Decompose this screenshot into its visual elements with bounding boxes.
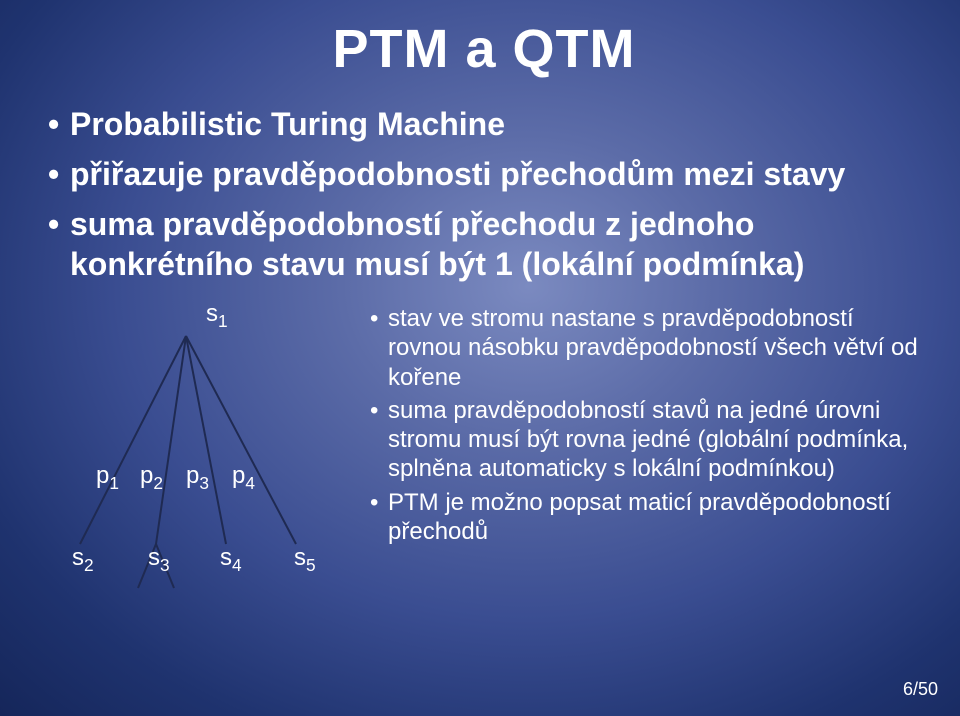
- bullet-dot: •: [48, 104, 70, 144]
- bullet-text: Probabilistic Turing Machine: [70, 104, 920, 144]
- bullet-item: • suma pravděpodobností přechodu z jedno…: [48, 204, 920, 284]
- tree-leaf-label: s3: [148, 544, 170, 576]
- slide: PTM a QTM • Probabilistic Turing Machine…: [0, 0, 960, 716]
- sub-bullet-text: stav ve stromu nastane s pravděpodobnost…: [388, 304, 920, 392]
- bullet-dot: •: [48, 154, 70, 194]
- tree-leaf-label: s5: [294, 544, 316, 576]
- tree-leaf-label: s2: [72, 544, 94, 576]
- tree-p-label: p1: [96, 462, 119, 494]
- main-bullet-list: • Probabilistic Turing Machine • přiřazu…: [48, 104, 920, 284]
- page-number: 6/50: [903, 679, 938, 700]
- bullet-item: • Probabilistic Turing Machine: [48, 104, 920, 144]
- sub-bullet-text: PTM je možno popsat maticí pravděpodobno…: [388, 488, 920, 547]
- sub-bullet-item: • PTM je možno popsat maticí pravděpodob…: [370, 488, 920, 547]
- sub-bullet-item: • stav ve stromu nastane s pravděpodobno…: [370, 304, 920, 392]
- sub-bullet-item: • suma pravděpodobností stavů na jedné ú…: [370, 396, 920, 484]
- tree-p-label: p3: [186, 462, 209, 494]
- sub-bullet-text: suma pravděpodobností stavů na jedné úro…: [388, 396, 920, 484]
- tree-p-label: p2: [140, 462, 163, 494]
- bullet-dot: •: [370, 304, 388, 392]
- bullet-dot: •: [48, 204, 70, 284]
- slide-title: PTM a QTM: [48, 18, 920, 80]
- tree-root-label: s1: [206, 300, 228, 332]
- bullet-text: suma pravděpodobností přechodu z jednoho…: [70, 204, 920, 284]
- tree-edge: [186, 336, 226, 544]
- sub-bullet-list: • stav ve stromu nastane s pravděpodobno…: [370, 304, 920, 550]
- bullet-dot: •: [370, 488, 388, 547]
- tree-edge: [186, 336, 296, 544]
- bullet-text: přiřazuje pravděpodobnosti přechodům mez…: [70, 154, 920, 194]
- bullet-dot: •: [370, 396, 388, 484]
- tree-leaf-label: s4: [220, 544, 242, 576]
- tree-p-label: p4: [232, 462, 255, 494]
- lower-region: s1 p1 p2 p3 p4 s2 s3 s4 s5 • stav ve str…: [48, 294, 920, 614]
- bullet-item: • přiřazuje pravděpodobnosti přechodům m…: [48, 154, 920, 194]
